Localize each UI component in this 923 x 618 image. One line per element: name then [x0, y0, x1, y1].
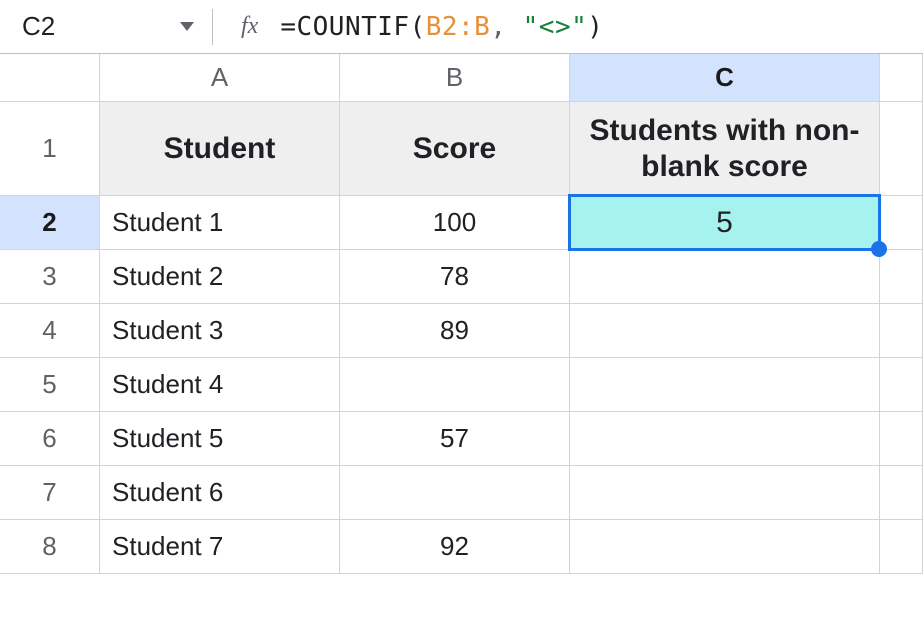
cell-A5[interactable]: Student 4: [100, 358, 340, 412]
cell-C2[interactable]: 5: [570, 196, 880, 250]
cell-A1[interactable]: Student: [100, 102, 340, 196]
formula-comma: ,: [490, 12, 522, 42]
cell-B6[interactable]: 57: [340, 412, 570, 466]
row-header-6[interactable]: 6: [0, 412, 100, 466]
cell-value: Students with non-blank score: [582, 113, 867, 185]
formula-fn: COUNTIF: [296, 12, 409, 42]
formula-range: B2:B: [426, 12, 491, 42]
column-header-B[interactable]: B: [340, 54, 570, 102]
column-header-label: A: [211, 62, 228, 93]
column-header-label: C: [715, 62, 734, 93]
cell-value: Student 5: [112, 423, 223, 454]
cell-value: Student 4: [112, 369, 223, 400]
cell-value: 89: [440, 315, 469, 346]
cell-tail: [880, 520, 923, 574]
column-header-tail: [880, 54, 923, 102]
formula-prefix: =: [280, 12, 296, 42]
row-header-5[interactable]: 5: [0, 358, 100, 412]
row-header-4[interactable]: 4: [0, 304, 100, 358]
cell-value: Student 3: [112, 315, 223, 346]
cell-B2[interactable]: 100: [340, 196, 570, 250]
cell-value: Student 7: [112, 531, 223, 562]
cell-B8[interactable]: 92: [340, 520, 570, 574]
cell-value: Student 1: [112, 207, 223, 238]
cell-tail: [880, 412, 923, 466]
column-header-A[interactable]: A: [100, 54, 340, 102]
cell-value: Student 6: [112, 477, 223, 508]
formula-input[interactable]: =COUNTIF(B2:B, "<>"): [280, 12, 603, 42]
select-all-corner[interactable]: [0, 54, 100, 102]
cell-tail: [880, 196, 923, 250]
formula-string: "<>": [523, 12, 588, 42]
cell-value: 57: [440, 423, 469, 454]
cell-tail: [880, 358, 923, 412]
cell-value: 78: [440, 261, 469, 292]
selected-cell[interactable]: 5: [568, 194, 881, 251]
cell-value: Student 2: [112, 261, 223, 292]
cell-tail: [880, 466, 923, 520]
row-header-1[interactable]: 1: [0, 102, 100, 196]
formula-bar: C2 fx =COUNTIF(B2:B, "<>"): [0, 0, 923, 54]
cell-C1[interactable]: Students with non-blank score: [570, 102, 880, 196]
spreadsheet-grid[interactable]: A B C 1 Student Score Students with non-…: [0, 54, 923, 574]
cell-C4[interactable]: [570, 304, 880, 358]
cell-tail: [880, 102, 923, 196]
cell-A3[interactable]: Student 2: [100, 250, 340, 304]
formula-bar-divider: [212, 9, 213, 45]
cell-B5[interactable]: [340, 358, 570, 412]
cell-tail: [880, 304, 923, 358]
cell-B7[interactable]: [340, 466, 570, 520]
cell-C5[interactable]: [570, 358, 880, 412]
cell-C7[interactable]: [570, 466, 880, 520]
cell-value: 92: [440, 531, 469, 562]
cell-value: 100: [433, 207, 476, 238]
formula-close: ): [587, 12, 603, 42]
cell-A2[interactable]: Student 1: [100, 196, 340, 250]
name-box-value: C2: [22, 11, 55, 42]
column-header-C[interactable]: C: [570, 54, 880, 102]
fx-icon: fx: [241, 13, 258, 40]
cell-C8[interactable]: [570, 520, 880, 574]
cell-value: Student: [164, 131, 276, 167]
column-header-label: B: [446, 62, 463, 93]
cell-C3[interactable]: [570, 250, 880, 304]
cell-value: Score: [413, 131, 496, 167]
cell-value: 5: [716, 206, 733, 240]
cell-A6[interactable]: Student 5: [100, 412, 340, 466]
cell-B3[interactable]: 78: [340, 250, 570, 304]
cell-B1[interactable]: Score: [340, 102, 570, 196]
row-header-8[interactable]: 8: [0, 520, 100, 574]
cell-A7[interactable]: Student 6: [100, 466, 340, 520]
cell-A4[interactable]: Student 3: [100, 304, 340, 358]
row-header-7[interactable]: 7: [0, 466, 100, 520]
cell-B4[interactable]: 89: [340, 304, 570, 358]
cell-tail: [880, 250, 923, 304]
formula-open: (: [410, 12, 426, 42]
name-box[interactable]: C2: [0, 0, 212, 53]
fill-handle[interactable]: [871, 241, 887, 257]
name-box-dropdown-icon[interactable]: [180, 22, 194, 31]
cell-C6[interactable]: [570, 412, 880, 466]
cell-A8[interactable]: Student 7: [100, 520, 340, 574]
row-header-2[interactable]: 2: [0, 196, 100, 250]
row-header-3[interactable]: 3: [0, 250, 100, 304]
